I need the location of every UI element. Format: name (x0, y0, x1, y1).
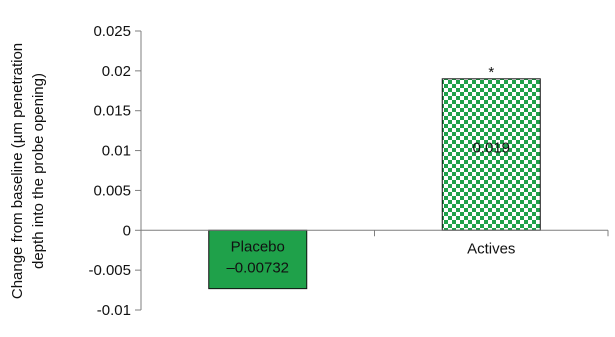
bar-placebo (208, 229, 308, 290)
x-axis (140, 229, 609, 237)
y-tick-label: 0 (123, 222, 131, 239)
y-tick-label: 0.01 (102, 143, 131, 160)
category-label-placebo: Placebo (231, 238, 285, 255)
y-tick-label: 0.015 (93, 103, 131, 120)
bars (208, 78, 541, 290)
y-tick-label: 0.02 (102, 63, 131, 80)
y-tick-label: 0.025 (93, 23, 131, 40)
y-axis-title-line-1: Change from baseline (µm penetration (9, 43, 26, 299)
y-axis-title-line-2: depth into the probe opening) (30, 73, 47, 269)
data-labels: Placebo –0.00732 Actives 0.019 * (226, 64, 515, 276)
y-tick-label: 0.005 (93, 182, 131, 199)
y-tick-label: -0.005 (88, 262, 131, 279)
significance-marker-actives: * (488, 64, 494, 81)
y-axis: 0.025 0.02 0.015 0.01 0.005 0 -0.005 -0.01 (88, 23, 142, 319)
value-label-actives: 0.019 (472, 140, 510, 157)
category-label-actives: Actives (467, 240, 515, 257)
y-tick-label: -0.01 (97, 302, 131, 319)
value-label-placebo: –0.00732 (226, 259, 289, 276)
